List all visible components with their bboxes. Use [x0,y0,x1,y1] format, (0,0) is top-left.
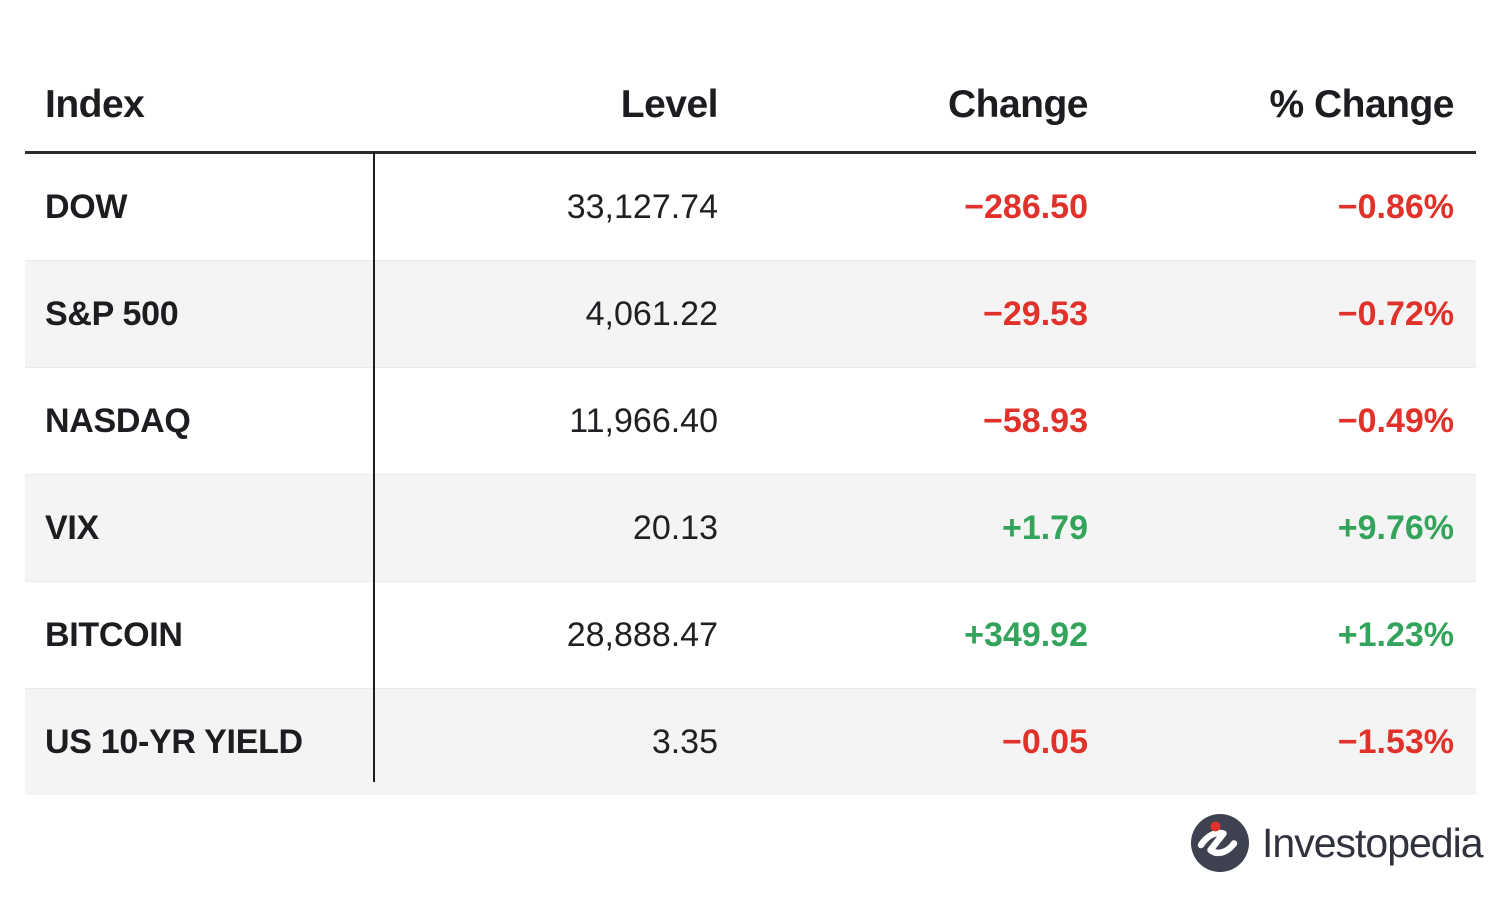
header-index: Index [45,82,145,126]
index-change: −29.53 [983,294,1088,333]
index-name: S&P 500 [45,294,179,333]
index-change: +1.79 [1001,508,1088,547]
index-name: BITCOIN [45,615,183,654]
index-pct-change: −1.53% [1337,722,1454,761]
table-row-us10yr: US 10-YR YIELD 3.35 −0.05 −1.53% [25,688,1476,795]
investopedia-i-icon [1191,814,1249,872]
index-level: 4,061.22 [585,294,718,333]
index-level: 28,888.47 [566,615,718,654]
market-table-container: Index Level Change % Change DOW 33,127.7… [25,58,1476,795]
index-pct-change: −0.86% [1337,187,1454,226]
table-row-dow: DOW 33,127.74 −286.50 −0.86% [25,153,1476,261]
index-level: 33,127.74 [566,187,718,226]
index-column-divider [373,152,375,782]
index-change: −0.05 [1001,722,1088,761]
index-level: 3.35 [651,722,718,761]
index-pct-change: −0.49% [1337,401,1454,440]
table-row-vix: VIX 20.13 +1.79 +9.76% [25,474,1476,582]
index-pct-change: +1.23% [1337,615,1454,654]
index-name: DOW [45,187,128,226]
index-change: −58.93 [983,401,1088,440]
market-index-table: Index Level Change % Change DOW 33,127.7… [25,58,1476,795]
index-pct-change: +9.76% [1337,508,1454,547]
index-level: 20.13 [632,508,718,547]
header-change: Change [947,82,1089,126]
header-pct-change: % Change [1269,82,1454,126]
table-row-sp500: S&P 500 4,061.22 −29.53 −0.72% [25,260,1476,368]
index-level: 11,966.40 [569,401,718,440]
header-level: Level [620,82,719,126]
table-row-bitcoin: BITCOIN 28,888.47 +349.92 +1.23% [25,581,1476,689]
index-name: US 10-YR YIELD [45,722,303,761]
index-pct-change: −0.72% [1337,294,1454,333]
logo-wordmark: Investopedia [1262,820,1484,866]
index-change: +349.92 [964,615,1088,654]
index-name: NASDAQ [45,401,191,440]
table-header-row: Index Level Change % Change [25,58,1476,153]
table-row-nasdaq: NASDAQ 11,966.40 −58.93 −0.49% [25,367,1476,475]
index-change: −286.50 [964,187,1088,226]
investopedia-logo: Investopedia [1191,814,1484,872]
index-name: VIX [45,508,99,547]
